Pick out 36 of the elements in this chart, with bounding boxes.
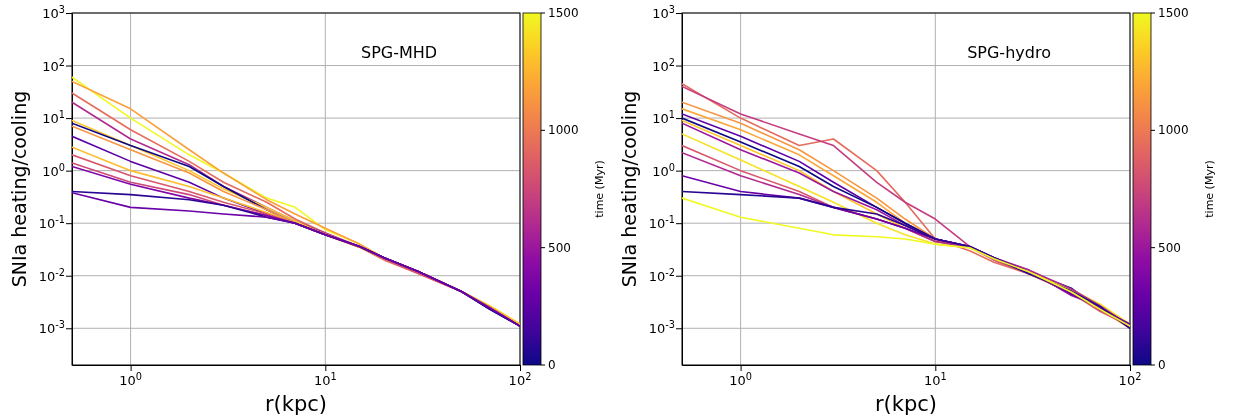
y-tick-label: 10$^{2}$ <box>42 56 65 74</box>
x-tick-label: 10$^{1}$ <box>923 370 947 388</box>
color-bar-label: 1000 <box>548 123 579 138</box>
color-bar-label: 1500 <box>1158 6 1189 20</box>
x-axis-title: r(kpc) <box>264 392 328 416</box>
y-tick-label: 10$^{1}$ <box>42 108 65 127</box>
y-tick-label: 10$^{0}$ <box>652 161 675 179</box>
y-tick-label: 10$^{3}$ <box>652 3 675 21</box>
color-bar-label: 1000 <box>1158 123 1189 138</box>
annotation: SPG-MHD <box>360 43 438 62</box>
color-bar-label: 0 <box>1158 358 1166 372</box>
color-bar-label: 500 <box>548 240 571 255</box>
y-tick-label: 10$^{3}$ <box>42 3 65 21</box>
y-axis-title: SNIa heating/cooling <box>618 90 640 288</box>
x-tick-label: 10$^{0}$ <box>119 370 142 388</box>
y-tick-label: 10$^{2}$ <box>652 56 675 74</box>
y-tick-label: 10$^{-3}$ <box>38 318 65 337</box>
y-tick-label: 10$^{1}$ <box>652 108 675 127</box>
color-bar-label: 0 <box>548 358 556 372</box>
y-tick-label: 10$^{-3}$ <box>648 318 675 337</box>
x-tick-label: 10$^{0}$ <box>729 370 752 388</box>
y-tick-label: 10$^{-2}$ <box>38 266 65 284</box>
color-bar-label: 1500 <box>548 6 579 20</box>
y-tick-label: 10$^{-2}$ <box>648 266 675 284</box>
y-axis-title: SNIa heating/cooling <box>8 90 30 288</box>
color-bar-label: 500 <box>1158 240 1181 255</box>
y-tick-label: 10$^{-1}$ <box>38 213 65 232</box>
annotation: SPG-hydro <box>967 43 1051 62</box>
x-tick-label: 10$^{2}$ <box>1118 370 1142 388</box>
y-tick-label: 10$^{0}$ <box>42 161 65 179</box>
x-axis-title: r(kpc) <box>874 392 938 416</box>
x-tick-label: 10$^{2}$ <box>508 370 532 388</box>
color-bar-title: time (Myr) <box>1203 160 1216 218</box>
x-tick-label: 10$^{1}$ <box>313 370 337 388</box>
color-bar-title: time (Myr) <box>593 160 606 218</box>
y-tick-label: 10$^{-1}$ <box>648 213 675 232</box>
